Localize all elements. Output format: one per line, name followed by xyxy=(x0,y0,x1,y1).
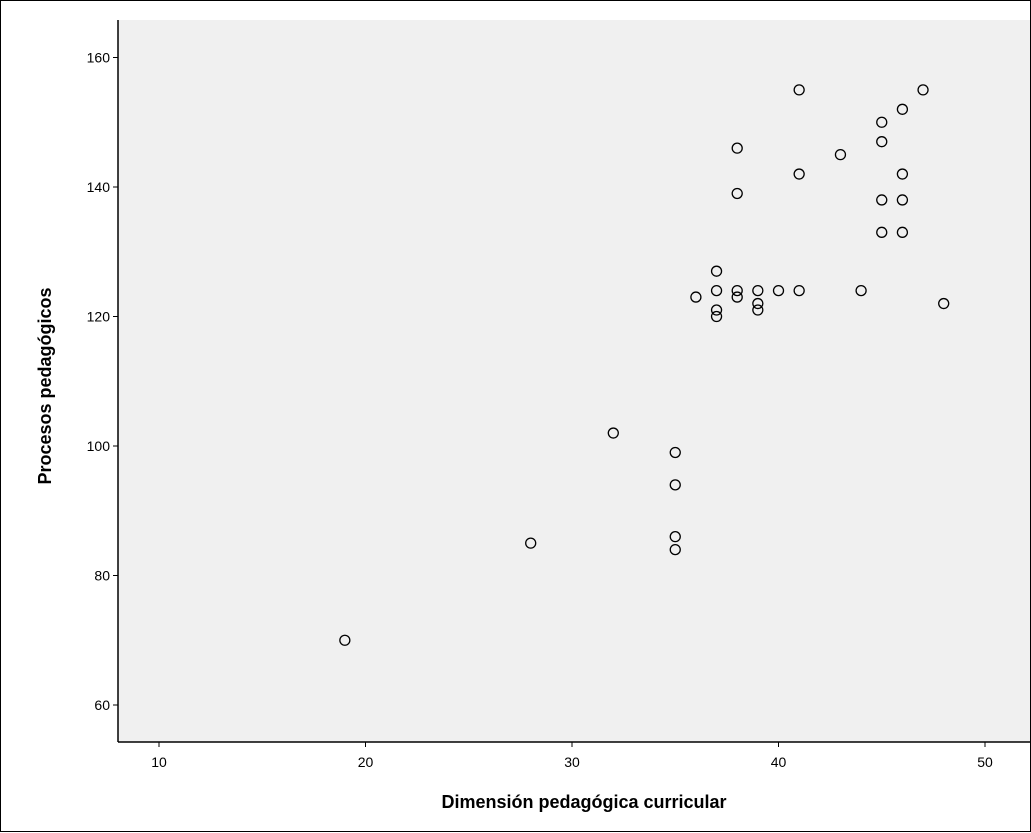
data-point xyxy=(710,284,723,297)
data-point xyxy=(917,84,929,96)
data-point xyxy=(710,265,723,277)
data-point xyxy=(896,194,909,206)
data-point xyxy=(876,116,888,128)
data-point xyxy=(731,284,743,297)
data-point xyxy=(731,291,743,303)
y-tick-label: 140 xyxy=(87,179,111,195)
data-point xyxy=(710,310,723,323)
y-tick-label: 80 xyxy=(94,568,110,584)
data-point xyxy=(938,297,950,310)
axes: 10 20 30 40 50 60 80 100 120 140 160 xyxy=(87,20,1030,770)
data-point xyxy=(793,168,805,180)
data-point xyxy=(855,284,867,297)
y-axis-title: Procesos pedagógicos xyxy=(35,287,55,484)
data-point xyxy=(793,284,805,297)
x-tick-label: 10 xyxy=(151,754,167,770)
data-point xyxy=(876,136,888,148)
x-tick-label: 20 xyxy=(358,754,374,770)
data-point xyxy=(752,284,764,297)
data-point xyxy=(339,634,351,646)
data-point xyxy=(669,543,681,556)
x-tick-label: 50 xyxy=(977,754,993,770)
x-axis-title: Dimensión pedagógica curricular xyxy=(441,792,726,812)
data-point xyxy=(669,531,681,543)
y-tick-label: 100 xyxy=(87,438,111,454)
data-point xyxy=(669,446,681,459)
data-point xyxy=(793,84,805,96)
data-point xyxy=(834,148,847,161)
data-point xyxy=(710,304,723,316)
data-point xyxy=(876,194,888,206)
data-point xyxy=(896,168,909,180)
data-point xyxy=(690,291,702,303)
data-point xyxy=(772,284,785,297)
data-point xyxy=(731,142,743,154)
data-point xyxy=(752,304,764,316)
plot-area xyxy=(118,20,1030,742)
data-point xyxy=(669,479,681,491)
data-point xyxy=(607,427,619,439)
y-tick-label: 60 xyxy=(94,697,110,713)
data-point xyxy=(896,226,909,238)
data-point xyxy=(876,226,888,238)
x-tick-label: 40 xyxy=(771,754,787,770)
data-point xyxy=(896,103,909,115)
y-tick-label: 120 xyxy=(87,309,111,325)
data-points xyxy=(339,84,950,646)
data-point xyxy=(752,297,764,310)
data-point xyxy=(525,537,537,549)
data-point xyxy=(731,187,743,200)
x-tick-label: 30 xyxy=(564,754,580,770)
y-tick-label: 160 xyxy=(87,50,111,66)
